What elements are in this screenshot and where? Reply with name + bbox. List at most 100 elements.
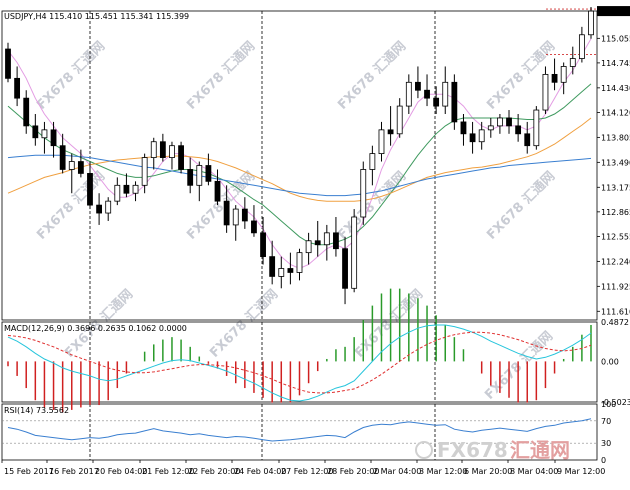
candle-body [187,169,194,186]
price-tick-label: 114.120 [601,108,630,117]
candle-body [169,145,175,158]
macd-tick-label: -0.5023 [601,398,630,407]
rsi-tick-label: 0 [601,456,606,465]
time-tick-label: 22 Feb 20:00 [188,467,240,476]
rsi-tick-label: 100 [601,400,616,409]
candle-body [251,220,257,234]
price-panel [5,7,594,305]
price-tick-label: 112.555 [601,232,630,241]
rsi-panel [2,418,597,444]
candle-body [387,129,394,135]
price-tick-label: 113.490 [601,158,630,167]
time-tick-label: 21 Feb 12:00 [142,467,194,476]
candle-body [405,81,412,107]
candle-body [424,89,430,99]
price-tick-label: 112.240 [601,257,630,266]
candle-body [296,252,303,273]
rsi-tick-label: 30 [601,439,611,448]
candle-body [269,256,276,277]
rsi-line [7,418,592,442]
candle-body [478,129,485,143]
candle-body [588,10,594,36]
candle-body [150,141,157,158]
candle-body [14,77,21,99]
time-tick-label: 20 Feb 04:00 [95,467,147,476]
candle-body [105,200,112,214]
candle-body [260,232,266,258]
candle-body [305,240,312,254]
candle-body [50,129,57,147]
rsi-panel-header: RSI(14) 73.5562 [4,406,69,415]
candle-body [497,117,503,127]
candle-body [278,268,285,277]
price-tick-label: 111.610 [601,307,630,316]
ma-line [7,117,592,202]
candle-body [442,81,449,107]
macd-tick-label: 0.4872 [601,318,629,327]
candle-body [515,125,522,135]
brand-watermark: FX678 汇通网 [415,438,570,462]
axes: 115.399 115.055 114.745 114.430 114.120 113.8… [1,6,630,476]
candle-body [96,204,102,214]
candle-body [569,58,576,67]
time-tick-label: 6 Mar 20:00 [464,467,512,476]
rsi-tick-label: 70 [601,417,611,426]
panel-frame [1,10,598,321]
candle-body [314,240,321,246]
candle-body [360,169,367,218]
price-tick-label: 112.865 [601,208,630,217]
candle-body [214,180,221,202]
price-tick-label: 115.055 [601,34,630,43]
time-tick-label: 27 Feb 12:00 [281,467,333,476]
candle-body [542,73,549,111]
candle-body [287,268,294,273]
price-tick-label: 114.745 [601,59,630,68]
brand-watermark-text: FX678 [437,438,508,462]
ma-line [7,83,592,246]
candle-body [351,216,358,289]
time-tick-label: 28 Feb 20:00 [327,467,379,476]
candle-body [178,145,184,170]
candle-body [5,48,11,79]
candle-body [560,66,567,83]
candle-body [323,232,330,246]
candle-body [77,161,84,174]
candle-body [396,105,403,135]
candle-body [59,145,66,170]
time-tick-label: 9 Mar 12:00 [557,467,605,476]
candle-body [578,34,585,59]
candle-body [132,184,139,194]
candle-body [342,248,348,289]
macd-panel-header: MACD(12,26,9) 0.3696 0.2635 0.1062 0.000… [4,324,187,333]
candle-body [114,184,121,202]
candle-body [506,117,512,127]
last-price-tag [597,6,630,17]
candle-body [141,157,148,186]
price-tick-label: 113.805 [601,133,630,142]
candle-body [223,200,230,226]
candle-body [87,173,93,206]
panel-frame [1,321,598,403]
candle-body [460,121,467,135]
macd-tick-label: 0.00 [601,357,619,366]
candle-body [469,133,476,143]
candle-body [369,153,376,170]
candle-body [41,129,48,139]
macd-main-line [7,324,592,402]
candle-body [159,141,166,158]
price-tick-label: 111.925 [601,282,630,291]
price-tick-label: 113.175 [601,183,630,192]
candle-body [68,161,75,170]
candle-body [378,129,385,155]
ma-line [7,154,592,197]
price-tick-label: 114.430 [601,84,630,93]
candle-body [487,125,494,131]
candle-body [32,125,39,139]
candle-body [333,232,339,250]
time-tick-label: 15 Feb 2017 [4,467,54,476]
candle-body [524,133,531,147]
candle-body [551,73,558,83]
macd-panel [7,288,592,413]
brand-logo-icon [415,441,433,459]
time-tick-label: 24 Feb 04:00 [234,467,286,476]
